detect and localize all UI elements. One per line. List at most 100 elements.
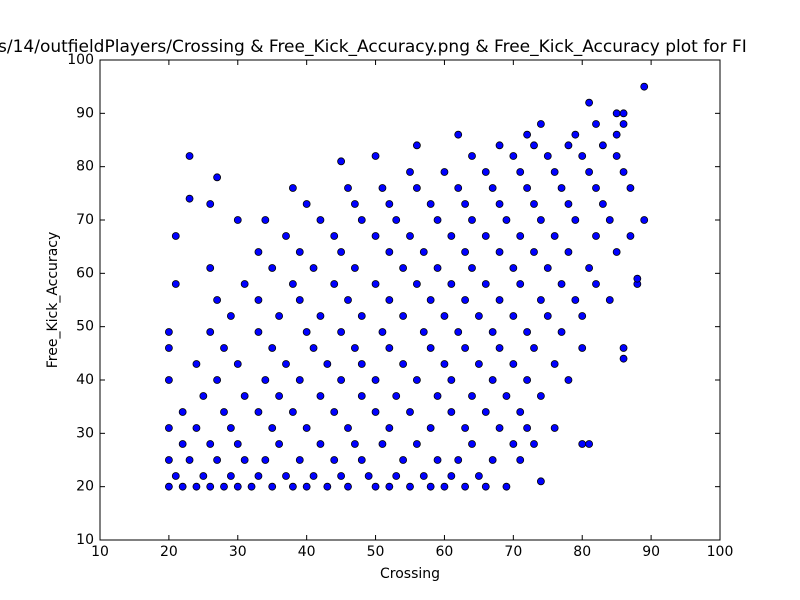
scatter-point: [619, 120, 628, 128]
scatter-point: [550, 360, 559, 368]
scatter-point: [406, 168, 414, 176]
scatter-point: [592, 232, 600, 240]
scatter-point: [536, 392, 545, 400]
scatter-point: [481, 482, 490, 491]
scatter-point: [557, 184, 566, 192]
y-tick-label: 10: [76, 532, 94, 548]
scatter-point: [206, 264, 215, 272]
scatter-point: [220, 344, 228, 352]
scatter-point: [543, 312, 552, 320]
scatter-point: [488, 328, 497, 336]
scatter-point: [164, 424, 173, 432]
scatter-point: [371, 280, 380, 288]
scatter-point: [440, 482, 449, 491]
scatter-point: [254, 328, 263, 336]
x-tick-label: 30: [229, 544, 247, 560]
scatter-point: [468, 440, 476, 448]
scatter-point: [199, 392, 208, 400]
scatter-point: [171, 280, 180, 288]
scatter-point: [337, 328, 346, 336]
scatter-point: [502, 482, 511, 491]
scatter-point: [454, 184, 463, 192]
scatter-point: [316, 392, 325, 400]
scatter-point: [433, 456, 442, 464]
scatter-point: [447, 376, 456, 384]
scatter-point: [357, 392, 366, 400]
scatter-point: [523, 376, 532, 384]
scatter-point: [612, 152, 621, 160]
scatter-point: [261, 376, 270, 384]
scatter-point: [433, 216, 442, 224]
y-tick-label: 20: [76, 479, 94, 495]
scatter-point: [233, 440, 242, 448]
scatter-point: [171, 232, 180, 240]
scatter-point: [585, 98, 594, 107]
scatter-point: [605, 216, 614, 224]
scatter-point: [371, 482, 380, 491]
scatter-point: [344, 482, 352, 491]
scatter-point: [461, 424, 470, 432]
scatter-point: [350, 264, 359, 272]
y-tick-label: 60: [76, 265, 94, 281]
scatter-point: [344, 424, 352, 432]
scatter-point: [495, 200, 504, 208]
scatter-point: [371, 376, 380, 384]
scatter-point: [330, 408, 339, 416]
scatter-point: [323, 482, 332, 491]
y-tick-label: 90: [76, 105, 94, 121]
y-axis-label: Free_Kick_Accuracy: [45, 232, 61, 369]
scatter-point: [268, 264, 277, 272]
scatter-point: [440, 360, 449, 368]
scatter-point: [309, 264, 318, 272]
scatter-point: [275, 392, 284, 400]
scatter-point: [288, 280, 297, 288]
scatter-point: [523, 130, 532, 139]
scatter-point: [426, 200, 435, 208]
scatter-point: [612, 109, 621, 118]
scatter-point: [240, 280, 249, 288]
scatter-point: [412, 280, 421, 288]
scatter-point: [371, 232, 380, 240]
scatter-point: [419, 328, 428, 336]
scatter-point: [213, 456, 222, 464]
scatter-point: [206, 482, 215, 491]
scatter-point: [357, 216, 366, 224]
scatter-point: [261, 216, 270, 224]
scatter-point: [461, 248, 470, 256]
scatter-point: [488, 376, 497, 384]
x-tick-label: 100: [707, 544, 734, 560]
scatter-point: [454, 130, 463, 139]
x-tick-label: 40: [298, 544, 316, 560]
scatter-point: [536, 120, 545, 128]
scatter-point: [275, 312, 284, 320]
scatter-point: [199, 472, 208, 480]
scatter-point: [385, 248, 394, 256]
scatter-point: [585, 264, 594, 272]
scatter-point: [233, 482, 242, 491]
scatter-point: [240, 392, 249, 400]
scatter-point: [509, 360, 518, 368]
scatter-point: [309, 344, 318, 352]
scatter-point: [461, 344, 470, 352]
scatter-point: [516, 168, 525, 176]
scatter-point: [640, 216, 649, 224]
scatter-point: [302, 424, 311, 432]
scatter-point: [488, 456, 497, 464]
scatter-point: [530, 141, 538, 150]
scatter-point: [295, 376, 304, 384]
scatter-point: [481, 408, 490, 416]
scatter-point: [178, 440, 187, 448]
scatter-point: [564, 141, 573, 150]
scatter-point: [550, 232, 559, 240]
scatter-point: [220, 482, 228, 491]
scatter-point: [350, 344, 359, 352]
scatter-point: [254, 296, 263, 304]
scatter-point: [275, 440, 284, 448]
scatter-point: [226, 424, 235, 432]
scatter-point: [619, 109, 628, 118]
scatter-point: [592, 120, 600, 128]
scatter-point: [578, 152, 587, 160]
scatter-point: [516, 408, 525, 416]
y-tick-label: 100: [67, 52, 94, 68]
scatter-point: [474, 312, 483, 320]
